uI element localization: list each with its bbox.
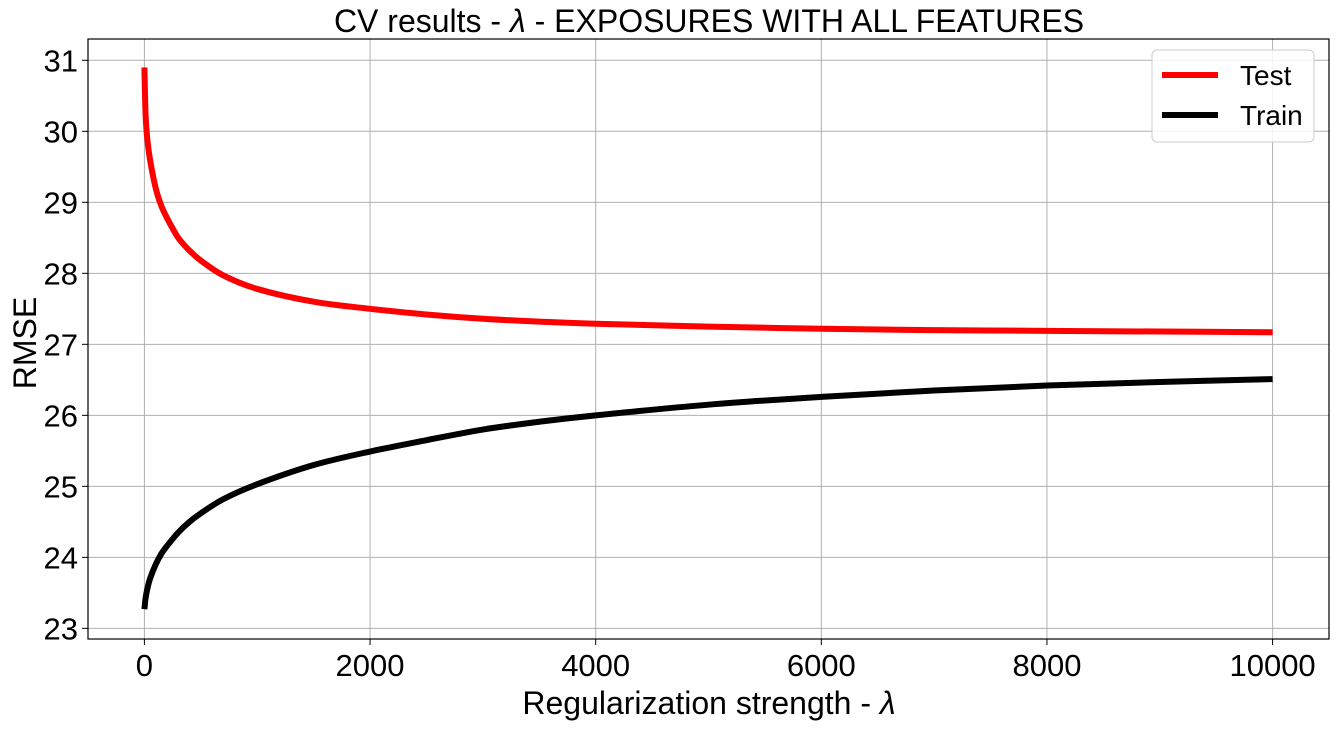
legend-label-train: Train xyxy=(1240,100,1303,131)
x-axis-ticks: 0 2000 4000 6000 8000 10000 xyxy=(136,639,1316,683)
x-axis-label-symbol: λ xyxy=(878,685,896,721)
y-tick-label-2: 25 xyxy=(44,469,78,504)
legend: Test Train xyxy=(1151,49,1315,143)
y-tick-label-5: 28 xyxy=(44,256,78,291)
chart-title: CV results - λ - EXPOSURES WITH ALL FEAT… xyxy=(334,3,1084,39)
plot-frame xyxy=(87,38,1330,640)
series-layer xyxy=(141,67,1273,610)
x-axis-label-prefix: Regularization strength - xyxy=(522,685,880,721)
x-tick-label-0: 0 xyxy=(136,648,153,683)
x-tick-label-5: 10000 xyxy=(1229,648,1315,683)
y-tick-label-1: 24 xyxy=(44,540,78,575)
legend-label-test: Test xyxy=(1240,60,1292,91)
y-tick-label-3: 26 xyxy=(44,398,78,433)
chart-title-symbol: λ xyxy=(508,3,526,39)
grid-lines xyxy=(88,39,1329,639)
y-tick-label-0: 23 xyxy=(44,611,78,646)
y-tick-label-7: 30 xyxy=(44,114,78,149)
series-line-train xyxy=(141,376,1273,610)
chart-title-prefix: CV results - xyxy=(334,3,510,39)
chart-title-suffix: - EXPOSURES WITH ALL FEATURES xyxy=(526,3,1084,39)
x-tick-label-4: 8000 xyxy=(1012,648,1081,683)
y-axis-ticks: 23 24 25 26 27 28 29 30 31 xyxy=(44,43,88,646)
y-tick-label-8: 31 xyxy=(44,43,78,78)
y-tick-label-6: 29 xyxy=(44,185,78,220)
series-line-test xyxy=(141,67,1273,336)
x-tick-label-3: 6000 xyxy=(787,648,856,683)
x-tick-label-2: 4000 xyxy=(561,648,630,683)
x-axis-label: Regularization strength - λ xyxy=(522,685,895,721)
y-axis-label: RMSE xyxy=(7,297,43,389)
x-tick-label-1: 2000 xyxy=(336,648,405,683)
y-tick-label-4: 27 xyxy=(44,327,78,362)
